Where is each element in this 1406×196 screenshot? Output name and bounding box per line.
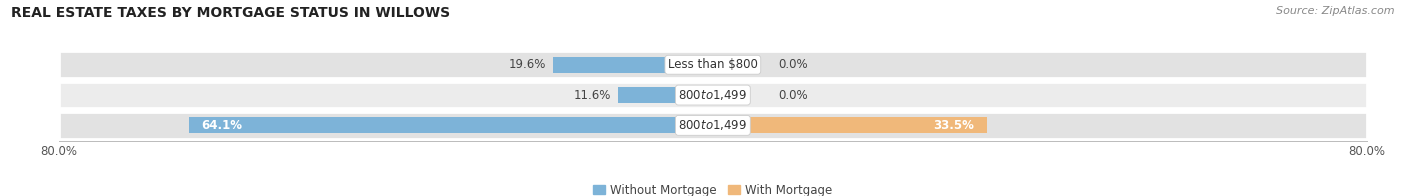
- Bar: [619, 87, 713, 103]
- Bar: [59, 82, 1367, 108]
- Text: $800 to $1,499: $800 to $1,499: [678, 88, 748, 102]
- Text: 11.6%: 11.6%: [574, 89, 612, 102]
- Text: 64.1%: 64.1%: [201, 119, 242, 132]
- Legend: Without Mortgage, With Mortgage: Without Mortgage, With Mortgage: [589, 179, 837, 196]
- Bar: [553, 57, 713, 73]
- Text: REAL ESTATE TAXES BY MORTGAGE STATUS IN WILLOWS: REAL ESTATE TAXES BY MORTGAGE STATUS IN …: [11, 6, 450, 20]
- Text: 33.5%: 33.5%: [934, 119, 974, 132]
- Bar: [713, 117, 987, 133]
- Text: 0.0%: 0.0%: [779, 89, 808, 102]
- Text: Less than $800: Less than $800: [668, 58, 758, 71]
- Text: 0.0%: 0.0%: [779, 58, 808, 71]
- Text: $800 to $1,499: $800 to $1,499: [678, 118, 748, 132]
- Bar: [59, 112, 1367, 139]
- Text: Source: ZipAtlas.com: Source: ZipAtlas.com: [1277, 6, 1395, 16]
- Text: 19.6%: 19.6%: [509, 58, 546, 71]
- Bar: [188, 117, 713, 133]
- Bar: [59, 51, 1367, 78]
